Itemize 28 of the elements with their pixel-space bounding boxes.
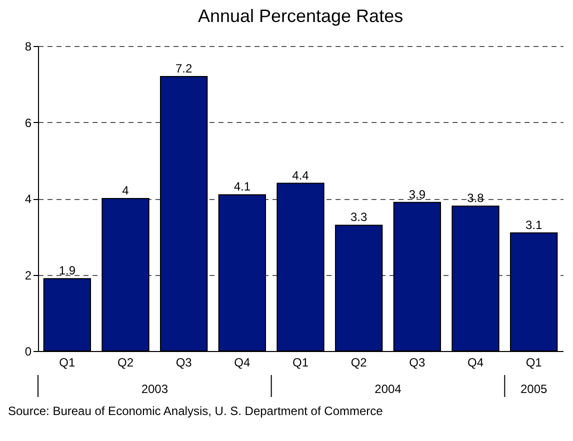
y-tick-label: 2 — [24, 268, 32, 282]
data-label: 4.4 — [292, 168, 310, 182]
data-label: 7.2 — [175, 62, 192, 76]
source-note: Source: Bureau of Economic Analysis, U. S. Department of Commerce — [8, 404, 384, 418]
data-label: 3.9 — [408, 187, 426, 202]
y-tick-label: 8 — [24, 40, 32, 54]
x-tick-label: Q3 — [409, 356, 426, 370]
x-tick-label: Q1 — [526, 356, 542, 370]
text: 2005 — [520, 382, 548, 396]
chart-title: Annual Percentage Rates — [198, 6, 404, 26]
x-tick-label: Q4 — [234, 356, 250, 370]
x-tick-label: Q1 — [292, 356, 309, 370]
x-tick-label: Q2 — [117, 356, 134, 370]
data-label: 4 — [122, 184, 130, 198]
data-label: 1.9 — [58, 264, 76, 278]
x-tick-label: Q4 — [467, 356, 484, 370]
x-tick-label: Q3 — [176, 356, 192, 370]
text: 2004 — [374, 382, 402, 396]
data-label: 4.1 — [234, 180, 251, 194]
x-tick-label: Q1 — [59, 356, 76, 370]
y-tick-label: 6 — [24, 116, 32, 130]
text: 2003 — [141, 382, 168, 396]
y-tick-label: 4 — [24, 192, 32, 206]
x-tick-label: Q2 — [350, 356, 368, 370]
data-label: 3.8 — [467, 191, 484, 206]
data-label: 3.1 — [525, 218, 542, 232]
data-label: 3.3 — [350, 210, 368, 224]
y-tick-label: 0 — [24, 344, 32, 358]
